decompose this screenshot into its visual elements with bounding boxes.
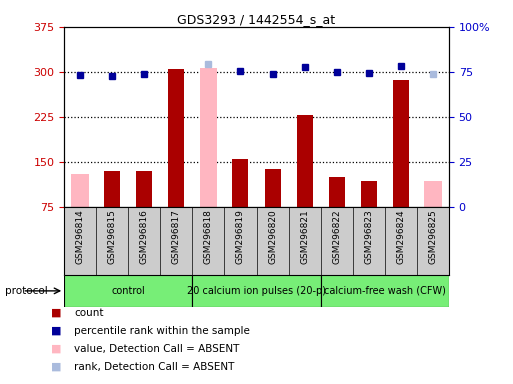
Text: GSM296816: GSM296816 [140,209,149,264]
Bar [168,69,184,207]
Bar [192,275,321,307]
Bar [265,169,281,207]
Text: value, Detection Call = ABSENT: value, Detection Call = ABSENT [74,344,240,354]
Text: GSM296822: GSM296822 [332,209,341,264]
Text: GSM296815: GSM296815 [108,209,117,264]
Bar [64,275,192,307]
Text: 20 calcium ion pulses (20-p): 20 calcium ion pulses (20-p) [187,286,326,296]
Text: GSM296824: GSM296824 [396,209,405,264]
Bar [297,115,312,207]
Bar [200,68,217,207]
Bar [136,171,152,207]
Bar [393,80,409,207]
Text: percentile rank within the sample: percentile rank within the sample [74,326,250,336]
Title: GDS3293 / 1442554_s_at: GDS3293 / 1442554_s_at [177,13,336,26]
Text: GSM296818: GSM296818 [204,209,213,264]
Text: calcium-free wash (CFW): calcium-free wash (CFW) [324,286,446,296]
Text: GSM296821: GSM296821 [300,209,309,264]
Text: ■: ■ [51,308,62,318]
Bar [71,174,89,207]
Bar [329,177,345,207]
Text: ■: ■ [51,344,62,354]
Text: control: control [111,286,145,296]
Text: ■: ■ [51,362,62,372]
Text: GSM296817: GSM296817 [172,209,181,264]
Text: rank, Detection Call = ABSENT: rank, Detection Call = ABSENT [74,362,235,372]
Text: GSM296814: GSM296814 [75,209,85,264]
Text: protocol: protocol [5,286,48,296]
Text: GSM296823: GSM296823 [364,209,373,264]
Text: GSM296825: GSM296825 [428,209,438,264]
Bar [361,182,377,207]
Bar [232,159,248,207]
Text: GSM296819: GSM296819 [236,209,245,264]
Text: ■: ■ [51,326,62,336]
Bar [424,182,442,207]
Text: GSM296820: GSM296820 [268,209,277,264]
Bar [104,171,120,207]
Text: count: count [74,308,104,318]
Bar [321,275,449,307]
